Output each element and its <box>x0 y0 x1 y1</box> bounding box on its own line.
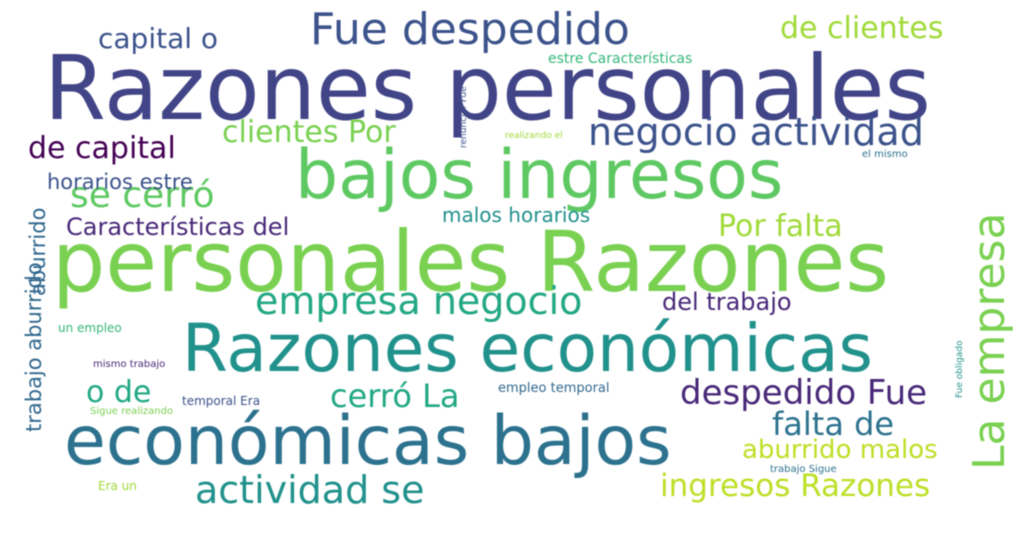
word-o-de: o de <box>86 375 152 410</box>
word-aburrido-malos: aburrido malos <box>742 435 938 465</box>
word-falta-de: falta de <box>772 405 895 443</box>
word-trabajo-sigue: trabajo Sigue <box>770 464 837 475</box>
word-mismo-trabajo: mismo trabajo <box>93 359 166 370</box>
word-se-cerro: se cerró <box>70 175 215 216</box>
word-renunciar-fue: renunciar Fue <box>459 86 469 148</box>
word-empleo-temporal: empleo temporal <box>498 381 610 396</box>
word-razones-personales: Razones personales <box>44 36 931 140</box>
word-de-capital: de capital <box>28 131 176 166</box>
word-personales-razones: personales Razones <box>52 213 890 311</box>
word-del-trabajo: del trabajo <box>662 288 792 316</box>
word-fue-obligado: Fue obligado <box>955 340 965 398</box>
word-negocio-actividad: negocio actividad <box>588 110 924 154</box>
word-razones-economicas: Razones económicas <box>182 310 873 387</box>
word-empresa-negocio: empresa negocio <box>255 279 583 323</box>
word-era-un: Era un <box>98 479 137 493</box>
word-ingresos-razones: ingresos Razones <box>660 468 931 504</box>
word-un-empleo: un empleo <box>58 321 122 335</box>
word-capital-o: capital o <box>98 22 219 55</box>
word-por-falta: Por falta <box>718 209 843 244</box>
word-fue-despedido: Fue despedido <box>310 4 630 55</box>
word-trabajo-aburrido: trabajo aburrido <box>22 262 46 432</box>
word-clientes-por: clientes Por <box>222 115 396 150</box>
word-caracteristicas-del: Características del <box>66 213 290 241</box>
word-actividad-se: actividad se <box>195 468 425 512</box>
word-temporal-era: temporal Era <box>182 394 261 408</box>
word-cerro-la: cerró La <box>330 377 460 415</box>
word-despedido-fue: despedido Fue <box>680 373 928 413</box>
word-realizando-el: realizando el <box>505 131 563 141</box>
word-bajos-ingresos: bajos ingresos <box>295 136 784 215</box>
word-economicas-bajos: económicas bajos <box>64 402 672 481</box>
word-horarios-estre: horarios estre <box>47 170 193 194</box>
word-la-empresa: La empresa <box>964 212 1013 470</box>
word-el-mismo: el mismo <box>862 149 908 160</box>
word-de-clientes: de clientes <box>780 11 944 46</box>
word-malos-horarios: malos horarios <box>442 203 591 227</box>
word-estre-caracteristicas: estre Características <box>548 51 693 67</box>
word-sigue-realizando: Sigue realizando <box>90 406 174 417</box>
